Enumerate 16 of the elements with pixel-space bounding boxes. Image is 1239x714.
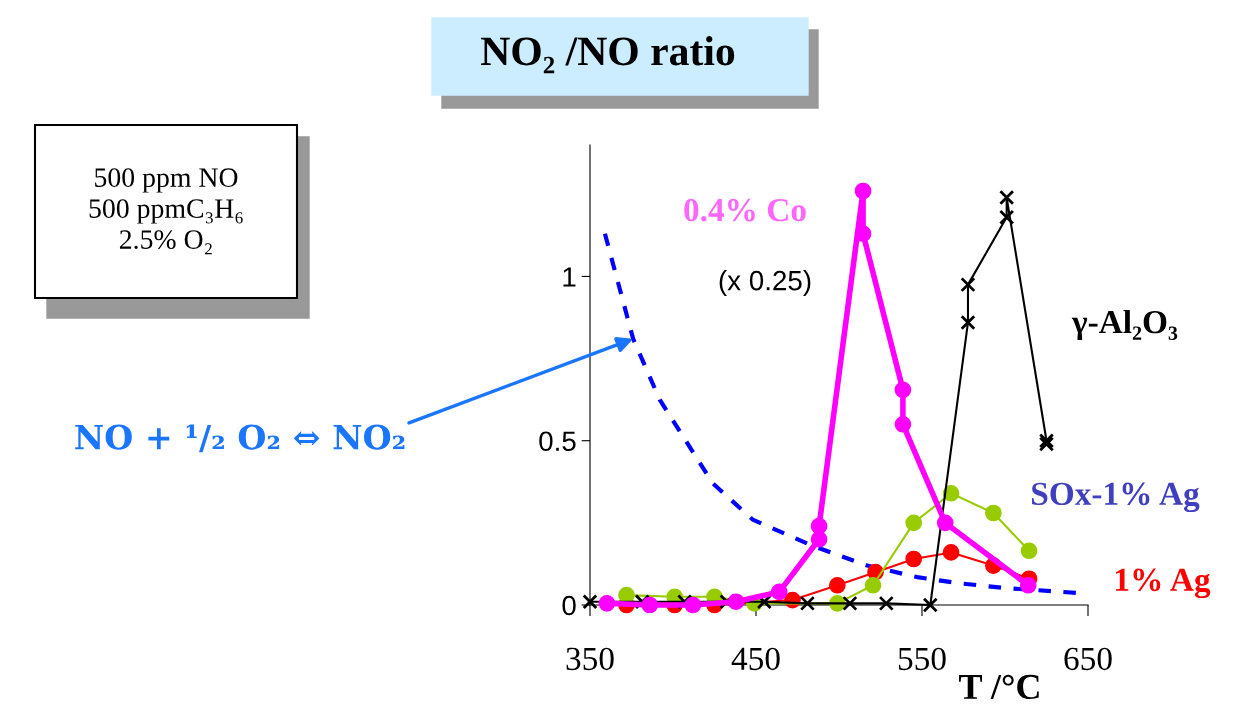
series-label: SOx-1% Ag (1032, 482, 1200, 513)
text: 1% Ag (1116, 568, 1211, 599)
series-label: γ-Al₂O₃ (1071, 309, 1178, 341)
y-tick-label: 1 (563, 267, 576, 287)
series-label: 0.4% Co (684, 198, 806, 222)
x-tick-label: 450 (731, 647, 780, 671)
text: 500 ppm NO 500 ppmC₃H₆ 2.5% O₂ (89, 168, 243, 255)
x-axis-title: T /°C (959, 674, 1039, 700)
chart-title: NO₂ /NO ratio (481, 36, 735, 74)
x-tick-label: 350 (566, 647, 614, 671)
annotation: NO + ¹/₂ O₂ ⇔ NO₂ (75, 424, 405, 453)
y-tick-label: 0.5 (539, 431, 576, 452)
x-tick-label: 550 (898, 647, 946, 671)
annotation: (x 0.25) (719, 270, 811, 296)
y-tick-label: 0 (562, 595, 576, 616)
x-tick-label: 650 (1064, 647, 1112, 671)
